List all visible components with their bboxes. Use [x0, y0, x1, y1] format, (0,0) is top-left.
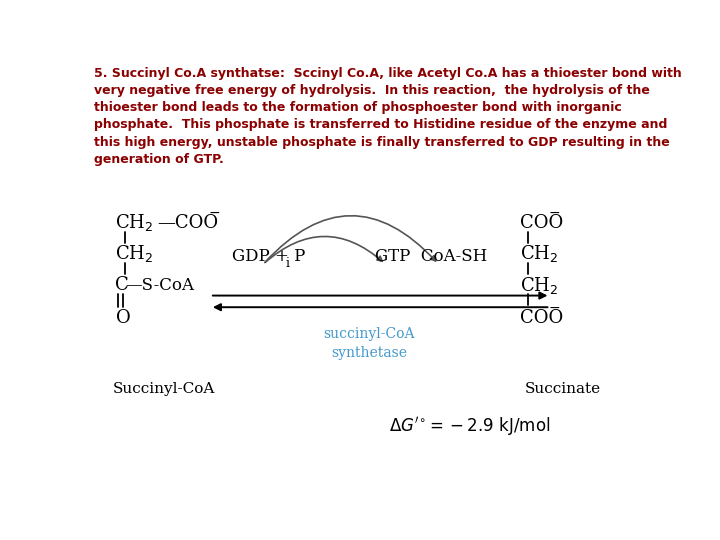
Text: −: − — [549, 205, 560, 219]
Text: COO: COO — [520, 309, 563, 327]
Text: i: i — [286, 257, 290, 270]
Text: succinyl-CoA
synthetase: succinyl-CoA synthetase — [323, 327, 415, 360]
Text: $\Delta G'^{\circ} = -2.9\ \mathrm{kJ/mol}$: $\Delta G'^{\circ} = -2.9\ \mathrm{kJ/mo… — [389, 415, 550, 438]
Text: Succinate: Succinate — [526, 382, 601, 396]
Text: —COO: —COO — [157, 214, 218, 232]
Text: COO: COO — [520, 214, 563, 232]
Text: 5. Succinyl Co.A synthatse:  Sccinyl Co.A, like Acetyl Co.A has a thioester bond: 5. Succinyl Co.A synthatse: Sccinyl Co.A… — [94, 67, 683, 166]
Text: O: O — [116, 309, 130, 327]
FancyArrowPatch shape — [265, 237, 382, 262]
Text: —S-CoA: —S-CoA — [125, 276, 194, 294]
Text: GTP  CoA-SH: GTP CoA-SH — [374, 247, 487, 265]
Text: −: − — [209, 205, 220, 219]
Text: CH$_2$: CH$_2$ — [115, 212, 153, 233]
Text: CH$_2$: CH$_2$ — [520, 244, 558, 265]
Text: −: − — [549, 301, 560, 315]
Text: CH$_2$: CH$_2$ — [115, 244, 153, 265]
Text: Succinyl-CoA: Succinyl-CoA — [112, 382, 215, 396]
FancyArrowPatch shape — [265, 215, 436, 262]
Text: GDP + P: GDP + P — [233, 247, 306, 265]
Text: C: C — [115, 276, 129, 294]
Text: CH$_2$: CH$_2$ — [520, 275, 558, 296]
